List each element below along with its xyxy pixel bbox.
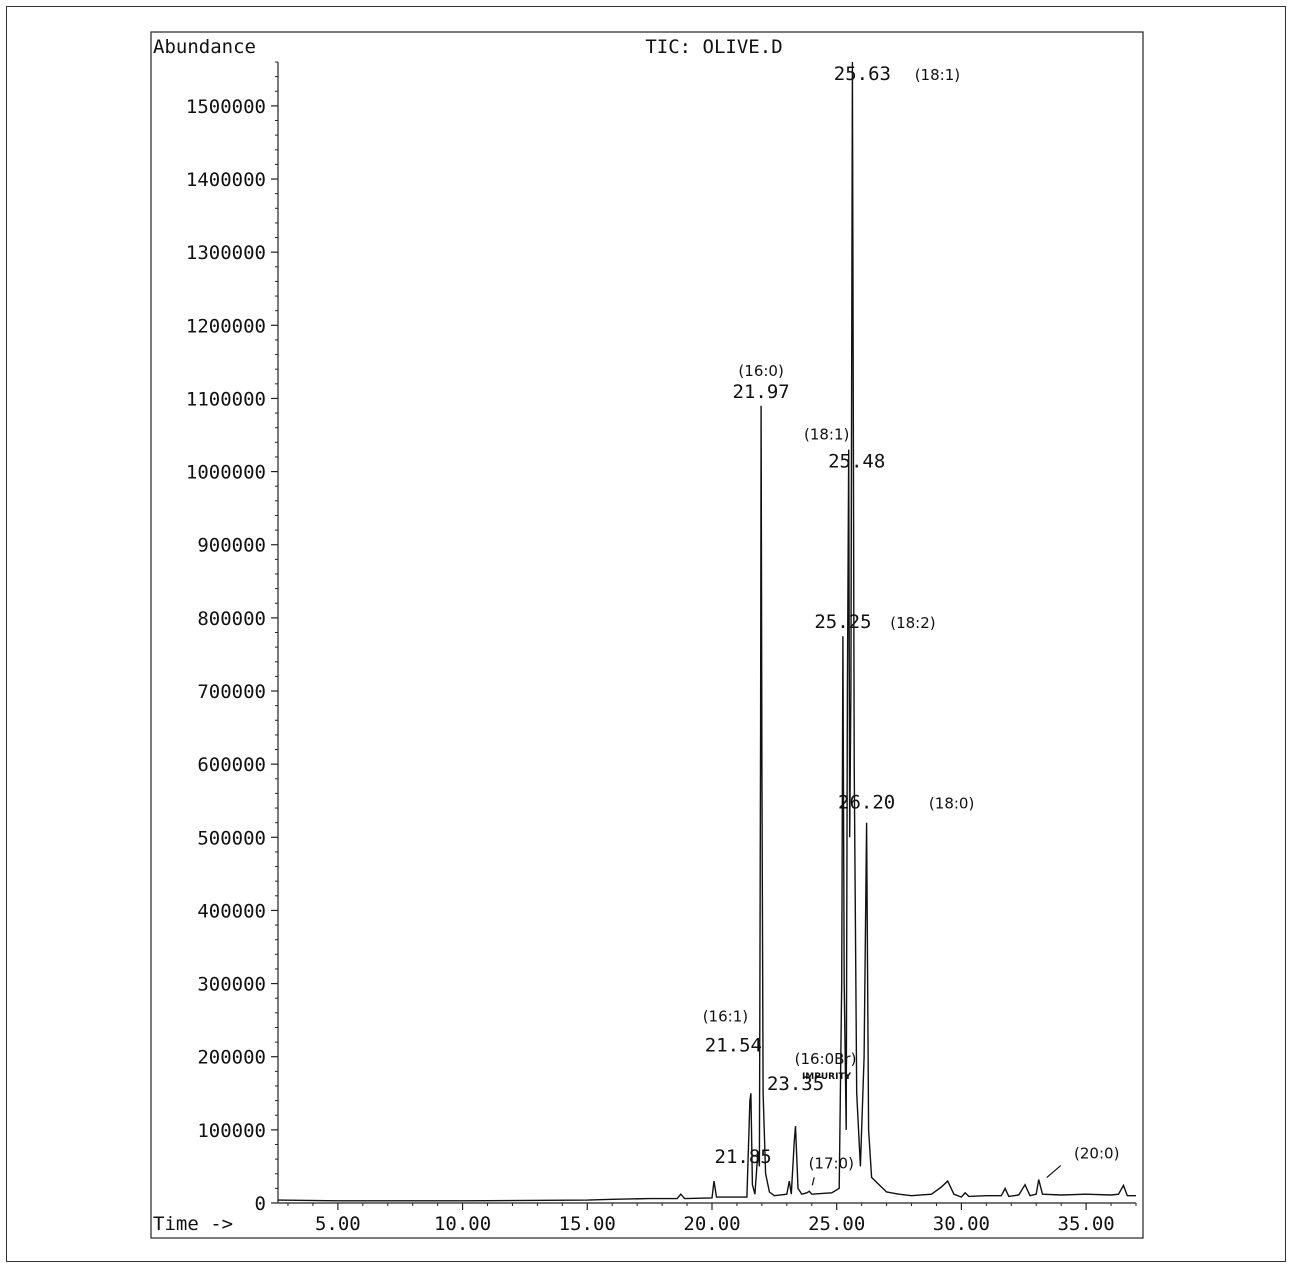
y-tick-label: 200000 bbox=[197, 1047, 266, 1069]
x-axis-label: Time -> bbox=[153, 1213, 233, 1235]
pointer-17-0 bbox=[811, 1177, 815, 1186]
peak-label: 21.54 bbox=[705, 1034, 762, 1056]
y-tick-label: 1500000 bbox=[186, 96, 266, 118]
y-tick-label: 0 bbox=[255, 1193, 266, 1215]
peak-note: (16:0Br) bbox=[795, 1050, 857, 1068]
y-ticks: 0 100000 200000 300000 400000 500000 600000 700… bbox=[186, 61, 278, 1215]
y-tick-label: 1300000 bbox=[186, 242, 266, 264]
x-tick-label: 30.00 bbox=[933, 1213, 990, 1235]
peak-label: 21.97 bbox=[733, 381, 790, 403]
peak-note: (16:0) bbox=[738, 362, 783, 380]
series-group bbox=[277, 61, 1136, 1202]
peak-label: 26.20 bbox=[838, 792, 895, 814]
x-tick-label: 25.00 bbox=[808, 1213, 865, 1235]
peak-annotations: 21.97(16:0) 25.63 (18:1) 25.48 (18:1) 25.25 (1… bbox=[703, 63, 1119, 1186]
y-tick-label: 300000 bbox=[197, 974, 266, 996]
peak-label: 23.35 bbox=[767, 1073, 824, 1095]
peak-label: 25.25 bbox=[814, 611, 871, 633]
peak-note: (17:0) bbox=[809, 1154, 854, 1172]
y-tick-label: 1400000 bbox=[186, 169, 266, 191]
x-tick-label: 20.00 bbox=[683, 1213, 740, 1235]
chart-title: TIC: OLIVE.D bbox=[645, 36, 782, 58]
y-tick-label: 1100000 bbox=[186, 388, 266, 410]
tic-trace bbox=[277, 61, 1136, 1202]
peak-label: 25.63 bbox=[834, 63, 891, 85]
peak-note: (18:1) bbox=[804, 426, 849, 444]
peak-label: 21.85 bbox=[715, 1146, 772, 1168]
plot-frame bbox=[150, 31, 1144, 1239]
pointer-20-0 bbox=[1046, 1165, 1062, 1179]
y-tick-label: 900000 bbox=[197, 535, 266, 557]
x-tick-label: 5.00 bbox=[315, 1213, 361, 1235]
peak-note: (20:0) bbox=[1074, 1145, 1119, 1163]
page-border bbox=[6, 6, 1286, 1262]
y-tick-label: 600000 bbox=[197, 754, 266, 776]
y-tick-label: 500000 bbox=[197, 827, 266, 849]
y-tick-label: 100000 bbox=[197, 1120, 266, 1142]
peak-label: 25.48 bbox=[828, 451, 885, 473]
x-tick-label: 15.00 bbox=[559, 1213, 616, 1235]
x-ticks: 5.00 10.00 15.00 20.00 25.00 30.00 35.00 bbox=[287, 1203, 1137, 1235]
y-tick-label: 1000000 bbox=[186, 462, 266, 484]
y-tick-label: 1200000 bbox=[186, 315, 266, 337]
peak-note: (18:1) bbox=[915, 66, 960, 84]
y-axis-label: Abundance bbox=[153, 36, 256, 58]
x-tick-label: 35.00 bbox=[1058, 1213, 1115, 1235]
y-tick-label: 700000 bbox=[197, 681, 266, 703]
y-tick-label: 400000 bbox=[197, 900, 266, 922]
peak-note: IMPURITY bbox=[802, 1072, 852, 1082]
y-tick-label: 800000 bbox=[197, 608, 266, 630]
peak-note: (16:1) bbox=[703, 1007, 748, 1025]
peak-note: (18:0) bbox=[929, 795, 974, 813]
x-tick-label: 10.00 bbox=[434, 1213, 491, 1235]
peak-note: (18:2) bbox=[890, 614, 935, 632]
